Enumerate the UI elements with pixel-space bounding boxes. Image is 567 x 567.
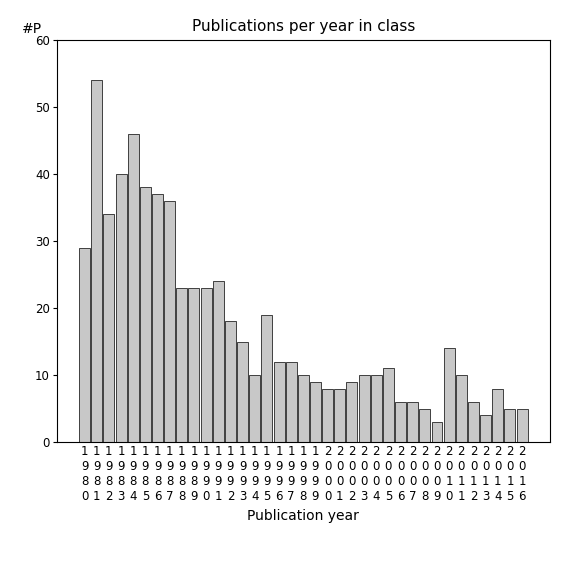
X-axis label: Publication year: Publication year (247, 509, 359, 523)
Bar (249, 375, 260, 442)
Bar (103, 214, 115, 442)
Bar (188, 288, 200, 442)
Bar (91, 80, 102, 442)
Bar (201, 288, 211, 442)
Bar (492, 388, 503, 442)
Bar (431, 422, 442, 442)
Bar (371, 375, 382, 442)
Bar (310, 382, 321, 442)
Bar (383, 369, 394, 442)
Bar (176, 288, 187, 442)
Bar (517, 409, 527, 442)
Bar (456, 375, 467, 442)
Bar (261, 315, 272, 442)
Bar (395, 402, 406, 442)
Bar (480, 416, 491, 442)
Bar (286, 362, 297, 442)
Bar (444, 348, 455, 442)
Bar (237, 341, 248, 442)
Bar (273, 362, 285, 442)
Bar (298, 375, 309, 442)
Bar (79, 248, 90, 442)
Bar (116, 174, 126, 442)
Bar (140, 187, 151, 442)
Bar (468, 402, 479, 442)
Bar (322, 388, 333, 442)
Bar (407, 402, 418, 442)
Bar (335, 388, 345, 442)
Bar (359, 375, 370, 442)
Text: #P: #P (22, 22, 43, 36)
Bar (164, 201, 175, 442)
Bar (346, 382, 357, 442)
Bar (128, 134, 139, 442)
Title: Publications per year in class: Publications per year in class (192, 19, 415, 35)
Bar (152, 194, 163, 442)
Bar (225, 321, 236, 442)
Bar (505, 409, 515, 442)
Bar (420, 409, 430, 442)
Bar (213, 281, 224, 442)
